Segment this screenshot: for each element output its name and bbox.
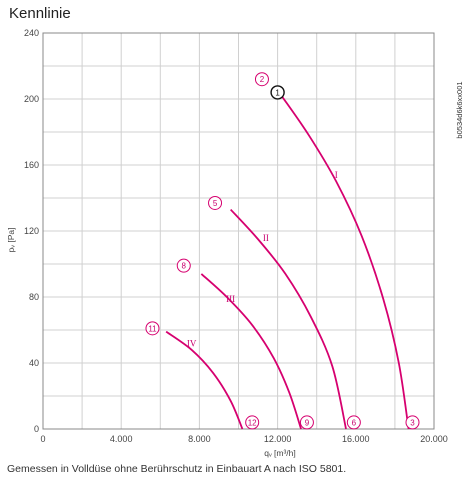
y-tick-label: 240 bbox=[24, 28, 39, 38]
x-axis-label: qᵥ [m³/h] bbox=[264, 448, 296, 458]
x-tick-label: 0 bbox=[40, 434, 45, 444]
y-axis-label: pᵥ [Pa] bbox=[6, 228, 16, 253]
marker-circle bbox=[254, 72, 269, 87]
plot-frame bbox=[42, 32, 435, 430]
x-tick-label: 12.000 bbox=[264, 434, 292, 444]
grid bbox=[42, 32, 435, 430]
x-tick-label: 4.000 bbox=[110, 434, 133, 444]
operating-point-marker: 3 bbox=[405, 415, 420, 430]
operating-point-marker: 6 bbox=[346, 415, 361, 430]
operating-point-marker: 2 bbox=[254, 72, 269, 87]
y-tick-label: 200 bbox=[24, 94, 39, 104]
marker-number: 3 bbox=[410, 418, 415, 427]
measurement-note: Gemessen in Volldüse ohne Berührschutz i… bbox=[7, 463, 347, 475]
curve-label: II bbox=[263, 233, 269, 243]
marker-circle bbox=[346, 415, 361, 430]
marker-number: 11 bbox=[148, 324, 157, 333]
operating-point-marker: 12 bbox=[245, 415, 260, 430]
marker-circle bbox=[145, 321, 160, 336]
x-tick-label: 8.000 bbox=[188, 434, 211, 444]
y-tick-label: 120 bbox=[24, 226, 39, 236]
curve-label: I bbox=[335, 170, 338, 180]
characteristic-curve-chart: 0 4.000 8.000 12.000 16.000 20.000 0 40 80 120 160… bbox=[6, 28, 464, 458]
operating-point-marker: 5 bbox=[208, 195, 223, 210]
operating-point-marker: 1 bbox=[270, 85, 285, 100]
operating-point-marker: 11 bbox=[145, 321, 160, 336]
x-tick-label: 20.000 bbox=[420, 434, 448, 444]
marker-circle bbox=[299, 415, 314, 430]
curve-iv bbox=[165, 330, 244, 430]
y-tick-label: 40 bbox=[29, 358, 39, 368]
curve-label: III bbox=[226, 294, 235, 304]
curve-ii bbox=[230, 208, 347, 430]
marker-number: 2 bbox=[260, 75, 265, 84]
marker-number: 1 bbox=[275, 88, 280, 97]
y-tick-label: 0 bbox=[34, 424, 39, 434]
operating-point-marker: 8 bbox=[176, 258, 191, 273]
marker-circle bbox=[208, 195, 223, 210]
marker-circle bbox=[245, 415, 260, 430]
marker-number: 9 bbox=[305, 418, 310, 427]
marker-circle bbox=[270, 85, 285, 100]
marker-number: 8 bbox=[182, 262, 187, 271]
curve-iii bbox=[200, 273, 302, 430]
curve-i bbox=[280, 95, 410, 430]
curves bbox=[165, 95, 410, 430]
axes: 0 4.000 8.000 12.000 16.000 20.000 0 40 80 120 160… bbox=[24, 28, 448, 444]
marker-circle bbox=[405, 415, 420, 430]
marker-number: 12 bbox=[248, 418, 257, 427]
x-tick-label: 16.000 bbox=[342, 434, 370, 444]
y-tick-label: 160 bbox=[24, 160, 39, 170]
document-id: b0534d6k6xx001 bbox=[455, 81, 464, 138]
chart-title: Kennlinie bbox=[9, 5, 71, 22]
curve-label: IV bbox=[187, 339, 197, 349]
y-tick-label: 80 bbox=[29, 292, 39, 302]
marker-circle bbox=[176, 258, 191, 273]
operating-point-marker: 9 bbox=[299, 415, 314, 430]
marker-number: 5 bbox=[213, 199, 218, 208]
marker-number: 6 bbox=[352, 418, 357, 427]
